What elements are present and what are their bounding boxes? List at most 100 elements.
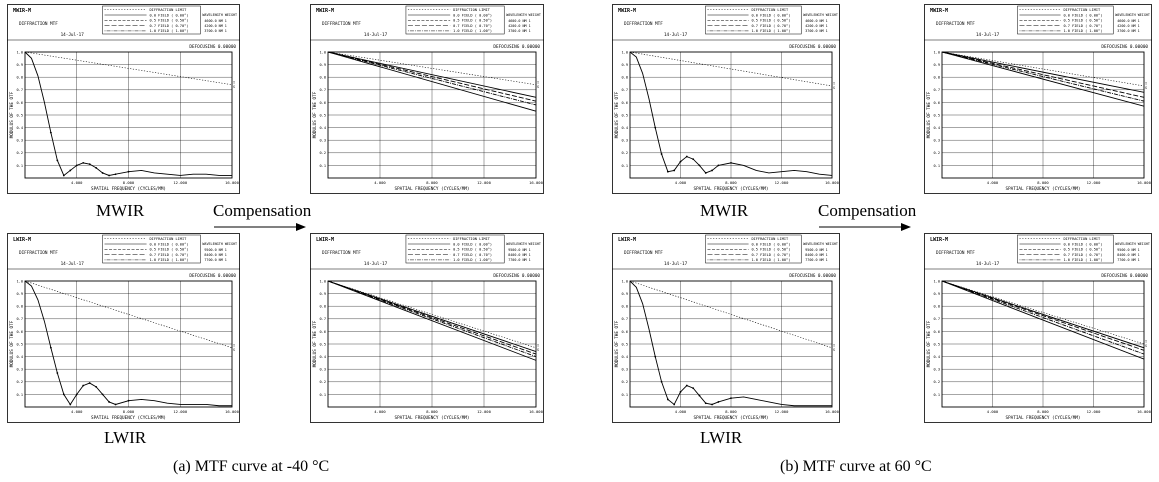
legend-box: [102, 234, 201, 264]
y-tick-label: 0.1: [934, 393, 941, 397]
y-tick-label: 0.6: [934, 101, 941, 105]
wavelength-row: 4200.0 NM 1: [204, 24, 226, 28]
y-tick-label: 0.2: [622, 380, 629, 384]
x-tick-label: 4.000: [675, 409, 687, 414]
y-tick-label: 1.0: [320, 50, 327, 54]
y-tick-label: 0.3: [934, 139, 941, 143]
legend-entry: 1.0 FIELD ( 1.00°): [1063, 29, 1102, 33]
y-tick-label: 0.9: [622, 63, 629, 67]
plot-date: 14-Jul-17: [976, 32, 1000, 38]
curve-point: [673, 169, 676, 172]
x-tick-label: 12.000: [477, 409, 491, 414]
y-tick-label: 0.9: [622, 292, 629, 296]
y-tick-label: 0.2: [17, 151, 24, 155]
x-tick-label: 8.000: [1037, 180, 1049, 185]
plot-subtitle: DIFFRACTION MTF: [936, 250, 975, 256]
curve-point: [711, 403, 713, 406]
plot-title: MWIR-M: [13, 8, 31, 14]
defocus-label: DEFOCUSING 0.00000: [493, 273, 540, 279]
defocus-label: DEFOCUSING 0.00000: [189, 273, 236, 279]
wavelength-row: 4600.0 NM 1: [805, 19, 827, 23]
curve-point: [711, 169, 713, 172]
curve-point: [108, 401, 110, 403]
wavelength-header: WAVELENGTH WEIGHT: [1115, 13, 1150, 17]
plot-date: 14-Jul-17: [364, 32, 388, 38]
legend-entry: 0.5 FIELD ( 0.50°): [751, 19, 790, 23]
legend-entry: DIFFRACTION LIMIT: [1063, 8, 1101, 12]
wavelength-row: 3700.0 NM 1: [204, 29, 226, 33]
curve-point: [704, 172, 707, 174]
x-tick-label: 8.000: [426, 409, 438, 414]
y-tick-label: 0.7: [622, 88, 629, 92]
curve-point: [108, 174, 110, 177]
plot-date: 14-Jul-17: [61, 261, 85, 267]
mwir-label-b: MWIR: [700, 201, 749, 220]
y-tick-label: 0.3: [934, 368, 941, 372]
y-tick-label: 0.8: [17, 305, 24, 309]
x-tick-label: 8.000: [725, 409, 737, 414]
y-tick-label: 1.0: [17, 50, 24, 54]
y-tick-label: 0.7: [934, 317, 941, 321]
wavelength-row: 4200.0 NM 1: [508, 24, 530, 28]
legend-entry: 1.0 FIELD ( 1.00°): [1063, 258, 1102, 262]
plot-title: MWIR-M: [316, 8, 334, 14]
curve-point: [49, 131, 52, 134]
x-tick-label: 12.000: [477, 180, 491, 185]
curve-point: [127, 170, 130, 173]
legend-entry: 1.0 FIELD ( 1.00°): [453, 258, 492, 262]
y-tick-label: 0.8: [934, 305, 941, 309]
field-mtf-curve: [24, 280, 232, 407]
curve-point: [82, 384, 85, 387]
field-mtf-curve: [629, 51, 833, 176]
legend-entry: 1.0 FIELD ( 1.00°): [751, 258, 790, 262]
y-tick-label: 0.6: [17, 330, 24, 334]
x-tick-label: 16.000: [1137, 180, 1151, 185]
y-tick-label: 0.5: [934, 342, 941, 346]
wavelength-row: 9500.0 NM 1: [508, 248, 530, 252]
y-tick-label: 0.3: [17, 139, 24, 143]
ts-marker: S: [833, 348, 835, 352]
y-tick-label: 0.8: [622, 76, 629, 80]
legend-entry: 0.7 FIELD ( 0.70°): [453, 253, 492, 257]
curve-point: [654, 126, 657, 129]
curve-point: [673, 403, 676, 406]
x-axis-label: SPATIAL FREQUENCY (CYCLES/MM): [693, 415, 768, 421]
wavelength-row: 4600.0 NM 1: [508, 19, 530, 23]
field-mtf-curve: [941, 51, 1145, 107]
wavelength-row: 4600.0 NM 1: [1117, 19, 1139, 23]
y-tick-label: 0.2: [622, 151, 629, 155]
panel-frame: [7, 4, 240, 194]
ts-marker: T: [833, 82, 835, 86]
y-tick-label: 0.2: [320, 151, 327, 155]
y-tick-label: 0.8: [17, 76, 24, 80]
curve-point: [88, 382, 91, 384]
plot-title: LWIR-M: [618, 237, 636, 243]
plot-title: LWIR-M: [316, 237, 334, 243]
x-tick-label: 4.000: [374, 180, 386, 185]
y-tick-label: 0.1: [622, 164, 629, 168]
x-tick-label: 8.000: [123, 180, 135, 185]
y-axis-label: MODULUS OF THE OTF: [9, 320, 15, 367]
wavelength-row: 9500.0 NM 1: [204, 248, 226, 252]
x-tick-label: 8.000: [725, 180, 737, 185]
diffraction-limit-line: [629, 280, 833, 349]
y-axis-label: MODULUS OF THE OTF: [9, 91, 15, 138]
wavelength-row: 7700.0 NM 1: [805, 258, 827, 262]
diffraction-limit-line: [327, 280, 537, 349]
y-tick-label: 0.3: [17, 368, 24, 372]
curve-point: [69, 169, 72, 172]
ts-marker: T: [537, 81, 539, 85]
x-tick-label: 12.000: [775, 180, 789, 185]
ts-marker: T: [233, 81, 235, 85]
x-tick-label: 12.000: [173, 180, 187, 185]
wavelength-row: 4600.0 NM 1: [204, 19, 226, 23]
y-tick-label: 0.1: [17, 393, 24, 397]
legend-box: [705, 5, 802, 35]
legend-entry: DIFFRACTION LIMIT: [751, 8, 789, 12]
ts-marker: T: [1145, 82, 1147, 86]
